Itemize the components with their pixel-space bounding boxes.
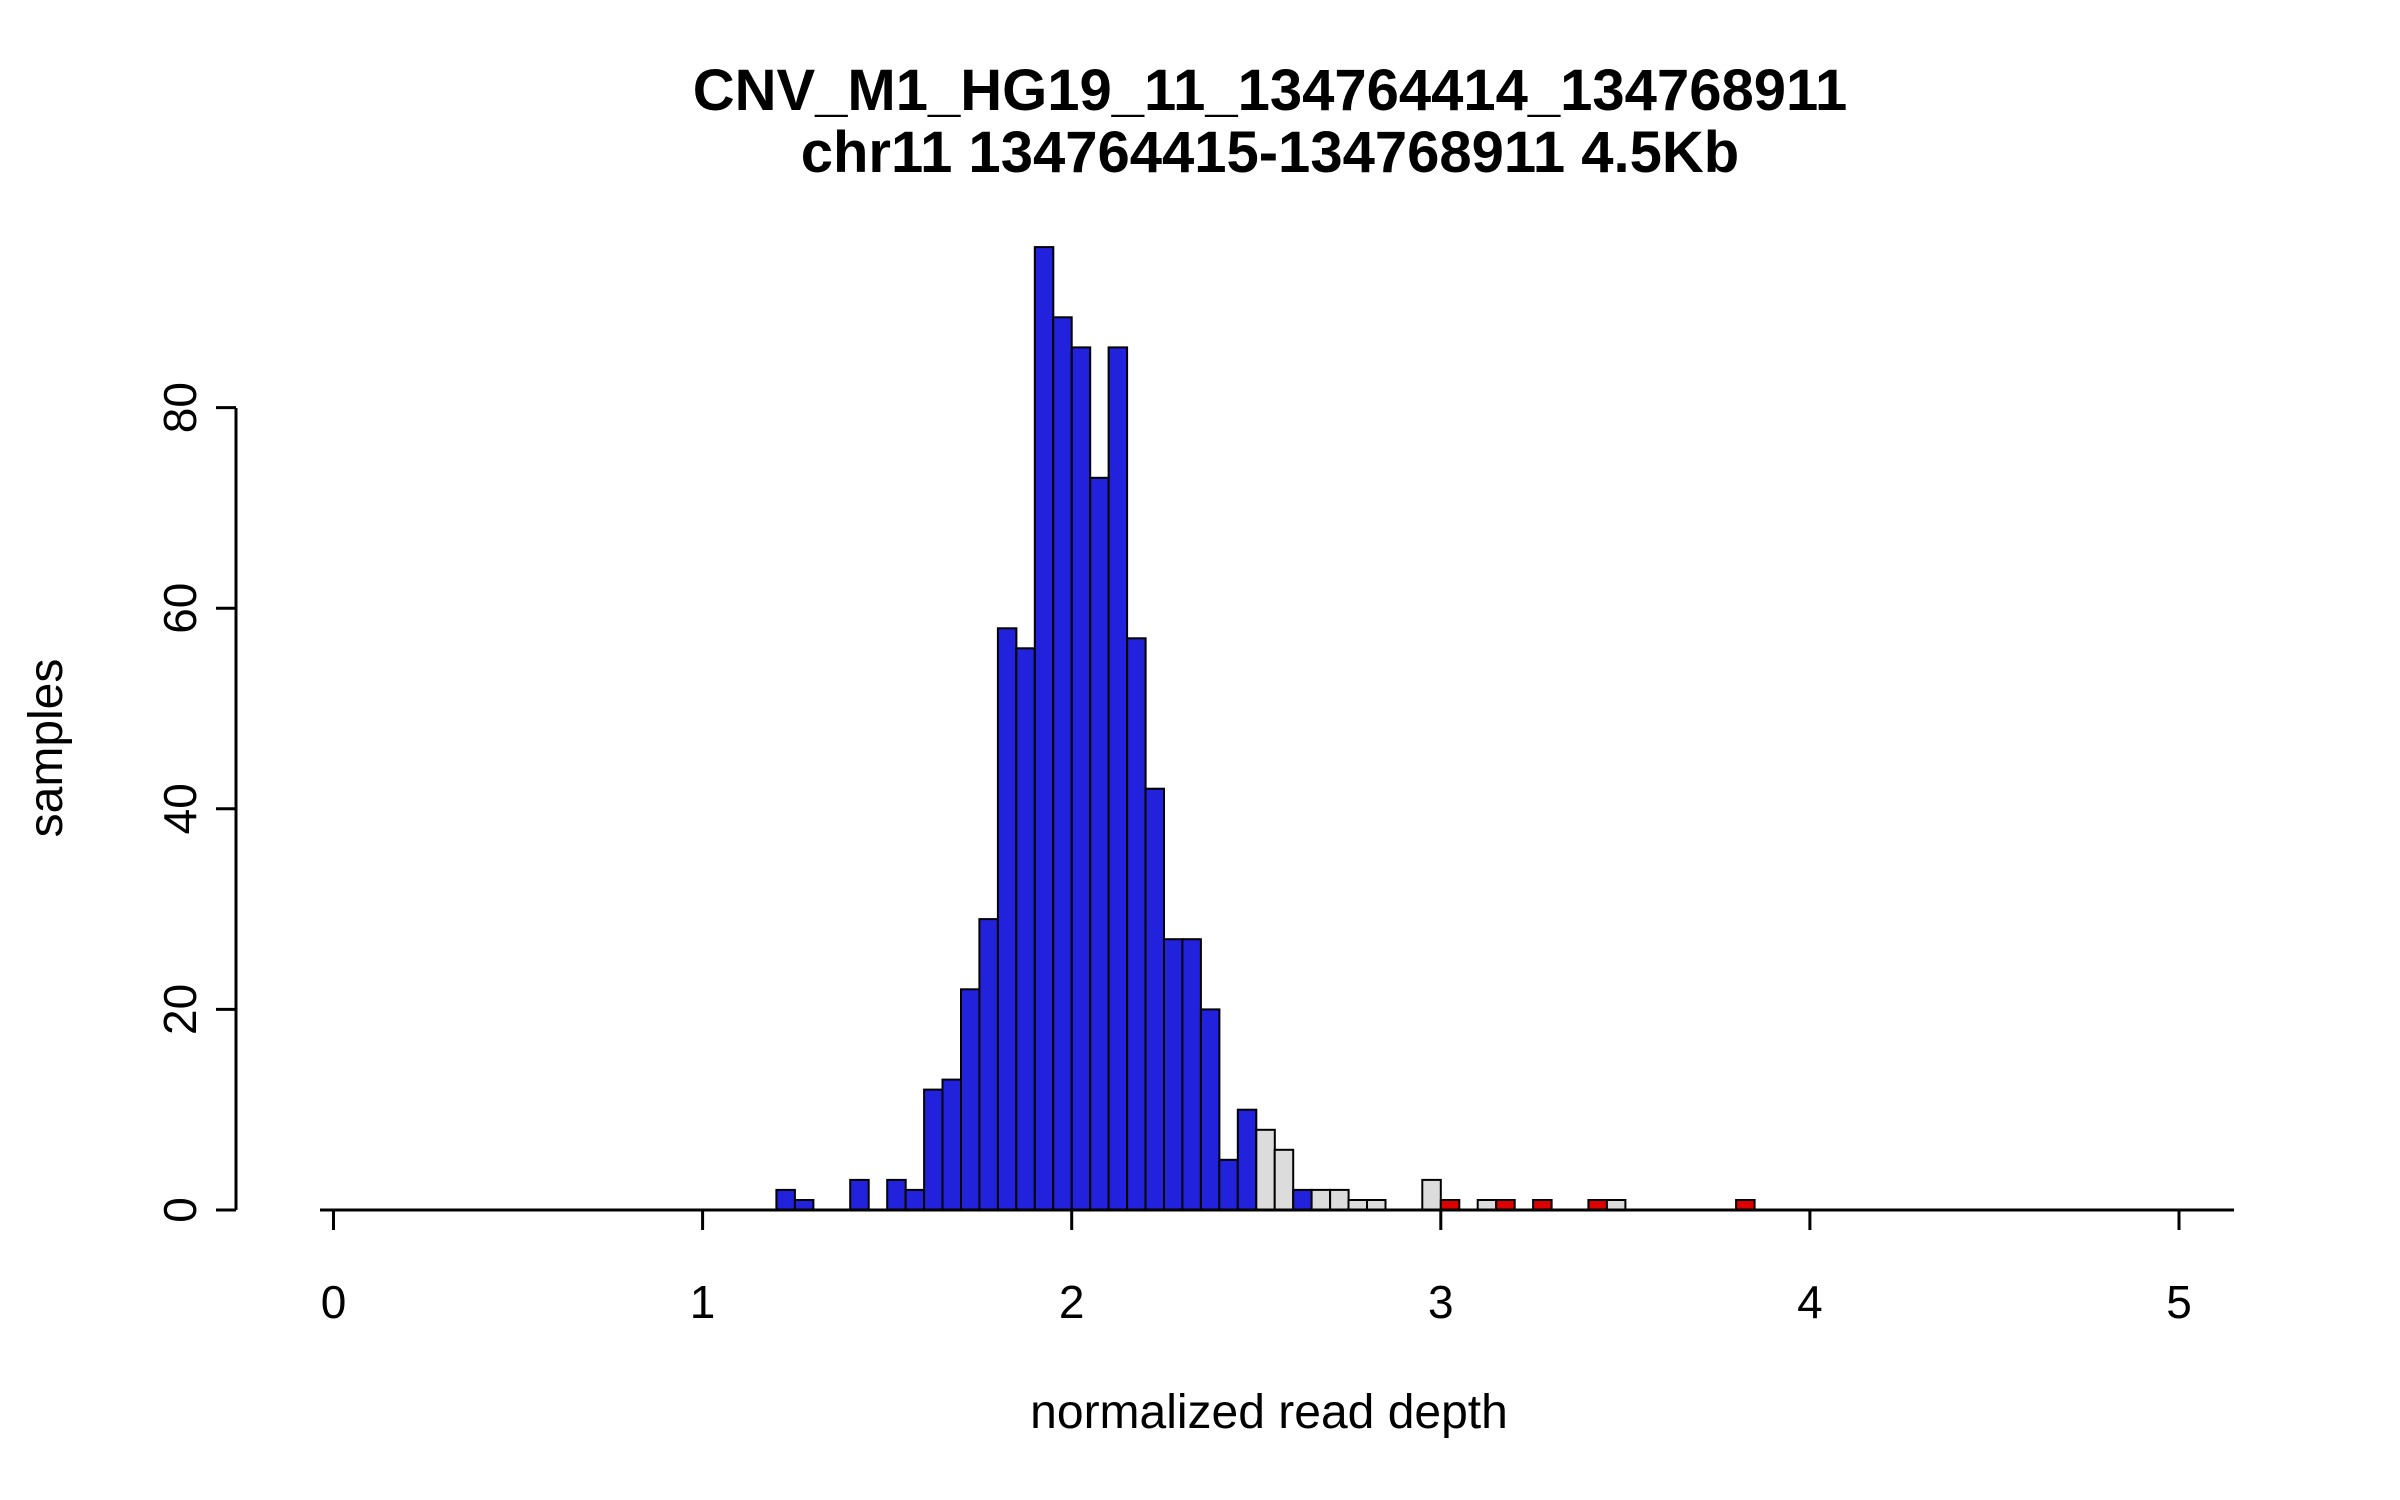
y-tick-label: 0 (154, 1197, 206, 1223)
histogram-bar (886, 1178, 907, 1212)
histogram-bar (775, 1188, 796, 1212)
chart-title: CNV_M1_HG19_11_134764414_134768911 (693, 58, 1848, 123)
x-tick-label: 0 (321, 1276, 347, 1328)
bars-group (775, 246, 1756, 1212)
histogram-bar (1199, 1008, 1221, 1212)
y-axis-label: samples (20, 659, 73, 838)
chart-subtitle: chr11 134764415-134768911 4.5Kb (801, 120, 1739, 185)
histogram-bar (1126, 637, 1147, 1211)
histogram-bar (1163, 938, 1184, 1211)
histogram-bar (1089, 476, 1110, 1211)
axes-group: 0 1 2 3 4 5 0 20 40 60 80 (154, 382, 2234, 1328)
histogram-bar (1292, 1188, 1313, 1212)
histogram-bar (849, 1178, 870, 1212)
histogram-bar (1181, 938, 1202, 1211)
x-tick-label: 2 (1059, 1276, 1085, 1328)
x-tick-label: 3 (1428, 1276, 1454, 1328)
histogram-bar (1052, 316, 1073, 1211)
histogram-bar (1107, 346, 1129, 1211)
histogram-bar (1236, 1108, 1258, 1211)
y-tick-label: 20 (154, 984, 206, 1035)
histogram-bar (1273, 1148, 1295, 1212)
histogram-bar (904, 1188, 926, 1212)
histogram-bar (996, 627, 1018, 1211)
histogram-bar (1310, 1188, 1332, 1212)
histogram-bar (978, 918, 999, 1211)
y-tick-label: 40 (154, 783, 206, 834)
histogram-bar (1070, 346, 1092, 1211)
histogram-bar (1329, 1188, 1350, 1212)
histogram-bar (1218, 1158, 1239, 1211)
histogram-bar (1015, 647, 1036, 1211)
histogram-bar (923, 1088, 944, 1211)
y-tick-label: 80 (154, 382, 206, 433)
x-axis-label: normalized read depth (1030, 1386, 1508, 1439)
x-tick-label: 4 (1797, 1276, 1823, 1328)
y-tick-label: 60 (154, 583, 206, 634)
histogram-bar (941, 1078, 962, 1211)
x-tick-label: 1 (690, 1276, 716, 1328)
histogram-bar (1033, 246, 1055, 1212)
histogram-bar (1144, 787, 1165, 1211)
histogram-bar (960, 988, 981, 1211)
histogram-bar (1421, 1178, 1442, 1212)
x-tick-label: 5 (2166, 1276, 2192, 1328)
histogram-bar (1255, 1128, 1276, 1212)
